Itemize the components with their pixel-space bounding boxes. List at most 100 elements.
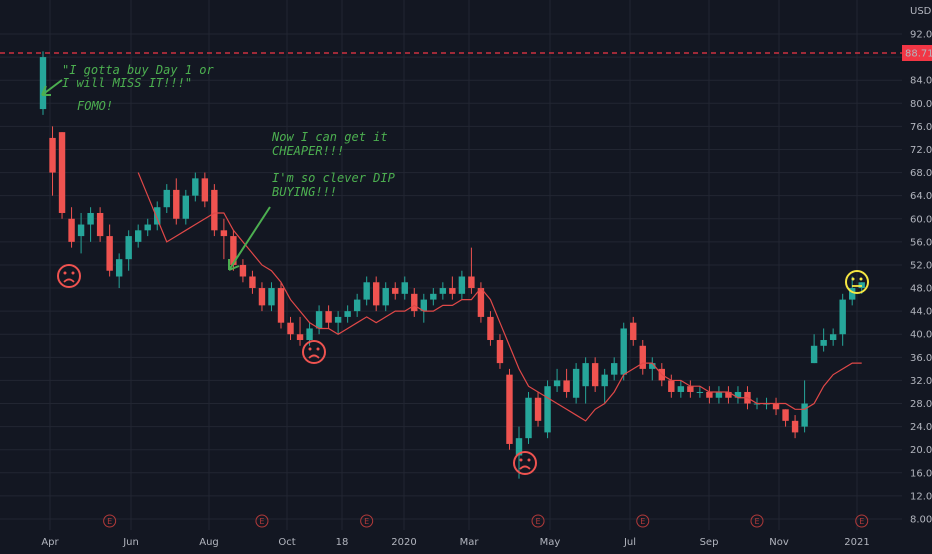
x-tick-label: Apr — [41, 537, 59, 548]
y-tick-label: 80.00 — [910, 99, 932, 110]
candle-body — [715, 391, 723, 398]
candle-body — [173, 189, 180, 219]
candle-body — [696, 391, 704, 393]
earnings-badge-label: E — [754, 517, 759, 526]
candle-body — [401, 282, 408, 294]
candle-body — [392, 288, 399, 294]
y-tick-label: 76.00 — [910, 122, 932, 133]
candle-body — [791, 420, 799, 433]
y-tick-label: 40.00 — [910, 330, 932, 341]
earnings-badge-ring — [103, 514, 117, 528]
y-tick-label: 36.00 — [910, 353, 932, 364]
candle-body — [553, 380, 561, 387]
earnings-badge-ring — [255, 514, 269, 528]
x-tick-label: Aug — [199, 537, 219, 548]
candle-body — [192, 178, 199, 196]
y-tick-label: 12.00 — [910, 491, 932, 502]
earnings-badge-label: E — [107, 517, 112, 526]
candle-body — [87, 212, 94, 225]
candle-body — [487, 316, 494, 341]
candle-body — [430, 293, 437, 300]
face-mouth — [519, 465, 531, 470]
candle-body — [468, 276, 475, 289]
candle-body — [39, 57, 47, 110]
candle-body — [515, 438, 523, 456]
face-eye — [859, 277, 863, 281]
price-tag: 88.71 — [902, 44, 932, 61]
face-eye — [316, 347, 320, 351]
candle-body — [449, 288, 456, 294]
candle-body — [77, 224, 85, 237]
arrow-shaft — [41, 79, 63, 96]
earnings-badge-ring — [855, 514, 869, 528]
sad-face-icon — [57, 264, 81, 288]
candle-body — [591, 363, 599, 387]
candle-body — [135, 230, 142, 242]
candle-body — [496, 340, 504, 364]
face-eye — [851, 277, 855, 281]
candle-body — [582, 363, 589, 387]
candle-body — [211, 189, 218, 231]
x-tick-label: Jul — [623, 537, 636, 548]
earnings-badge-label: E — [364, 517, 369, 526]
candle-body — [363, 282, 370, 300]
earnings-badge: E — [103, 514, 117, 528]
candle-body — [649, 363, 656, 369]
face-mouth — [308, 354, 320, 359]
candle-body — [154, 207, 161, 225]
y-tick-label: 56.00 — [910, 237, 932, 248]
candle-body — [49, 137, 56, 173]
y-tick-label: 24.00 — [910, 422, 932, 433]
earnings-badge: E — [750, 514, 764, 528]
y-tick-label: 44.00 — [910, 307, 932, 318]
y-axis[interactable]: USD 92.0088.0084.0080.0076.0072.0068.006… — [910, 6, 932, 526]
candle-body — [220, 230, 228, 237]
dip-annotation-line-2: CHEAPER!!! — [272, 144, 344, 158]
x-tick-label: Nov — [769, 537, 789, 548]
candle-body — [334, 316, 342, 323]
moving-average-series — [137, 172, 862, 422]
y-tick-label: 28.00 — [910, 399, 932, 410]
candle-body — [230, 236, 237, 265]
candle-body — [677, 386, 685, 392]
candle-body — [296, 334, 304, 341]
arrow-shaft — [228, 206, 271, 271]
candle-body — [687, 386, 694, 392]
candle-body — [239, 264, 247, 277]
candle-body — [411, 293, 418, 312]
earnings-badge: E — [360, 514, 374, 528]
face-eye — [519, 458, 523, 462]
candle-body — [353, 299, 361, 312]
fomo-quote-line-1: "I gotta buy Day 1 or — [62, 63, 214, 77]
candle-body — [144, 224, 151, 231]
candle-body — [106, 236, 113, 271]
candle-body — [277, 288, 285, 323]
x-tick-label: Sep — [700, 537, 719, 548]
arrow-head — [228, 259, 240, 271]
candle-body — [620, 328, 627, 375]
y-tick-label: 52.00 — [910, 260, 932, 271]
x-axis[interactable]: Apr Jun Aug Oct 18 2020 Mar May Jul Sep Nov 2021 — [41, 537, 869, 548]
candle-body — [544, 386, 551, 433]
candle-body — [125, 236, 132, 260]
candle-body — [772, 403, 780, 410]
candle-body — [849, 288, 856, 300]
sad-face-icon — [513, 451, 537, 475]
x-tick-label: Mar — [460, 537, 480, 548]
candle-body — [344, 311, 351, 317]
earnings-badge: E — [531, 514, 545, 528]
candle-body — [563, 380, 570, 392]
face-eye — [308, 347, 312, 351]
neutral-face-icon — [845, 270, 869, 294]
dip-annotation-line-4: BUYING!!! — [272, 185, 337, 199]
candle-body — [668, 380, 675, 392]
earnings-badge-label: E — [259, 517, 264, 526]
dip-annotation-line-1: Now I can get it — [271, 130, 388, 144]
candle-body — [601, 374, 608, 387]
candle-body — [810, 345, 818, 364]
earnings-badge-label: E — [640, 517, 645, 526]
y-tick-label: 16.00 — [910, 468, 932, 479]
candle-body — [458, 276, 466, 294]
